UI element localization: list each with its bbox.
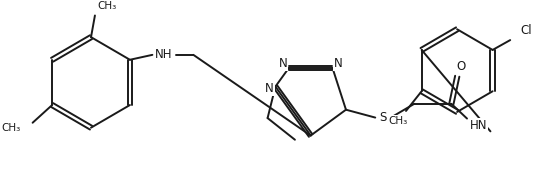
Text: S: S (379, 111, 387, 124)
Text: CH₃: CH₃ (2, 123, 21, 133)
Text: CH₃: CH₃ (97, 1, 116, 11)
Text: NH: NH (156, 48, 173, 61)
Text: HN: HN (470, 119, 487, 132)
Text: N: N (279, 57, 287, 70)
Text: Cl: Cl (520, 24, 531, 37)
Text: N: N (334, 57, 343, 70)
Text: O: O (456, 60, 466, 73)
Text: N: N (265, 82, 274, 95)
Text: CH₃: CH₃ (388, 116, 408, 126)
